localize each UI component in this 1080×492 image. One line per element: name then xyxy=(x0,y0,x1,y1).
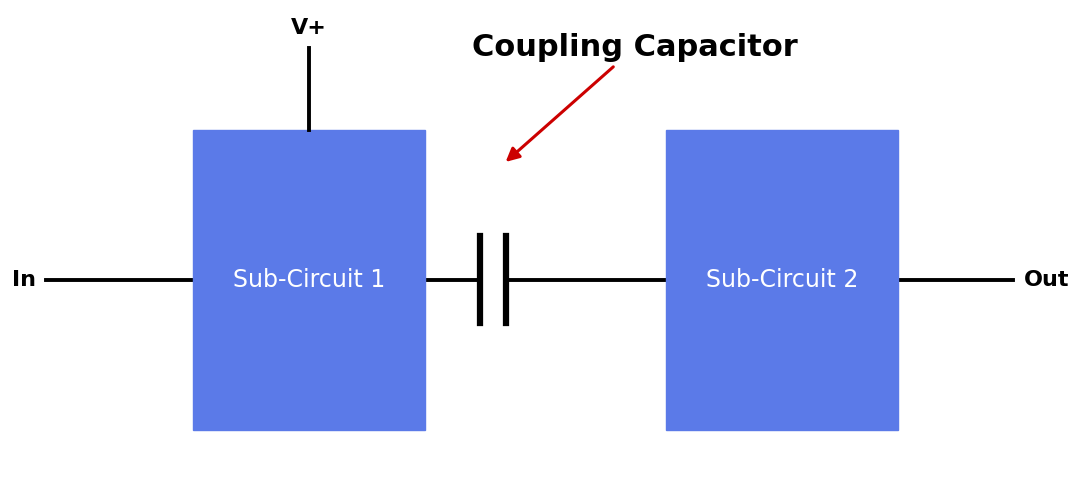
Text: Out: Out xyxy=(1024,270,1069,290)
Text: Coupling Capacitor: Coupling Capacitor xyxy=(472,33,798,160)
Bar xyxy=(193,130,424,430)
Text: In: In xyxy=(12,270,36,290)
Text: Sub-Circuit 1: Sub-Circuit 1 xyxy=(233,268,386,292)
Text: V+: V+ xyxy=(292,18,327,38)
Text: Sub-Circuit 2: Sub-Circuit 2 xyxy=(706,268,859,292)
Bar xyxy=(666,130,897,430)
